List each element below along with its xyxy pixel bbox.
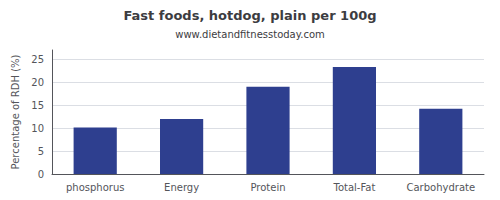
svg-text:Fast foods, hotdog, plain per: Fast foods, hotdog, plain per 100g — [123, 8, 376, 23]
svg-text:Percentage of RDH (%): Percentage of RDH (%) — [10, 54, 21, 169]
svg-text:www.dietandfitnesstoday.com: www.dietandfitnesstoday.com — [175, 29, 324, 40]
svg-text:25: 25 — [31, 54, 44, 65]
svg-text:Carbohydrate: Carbohydrate — [406, 182, 475, 193]
svg-text:Total-Fat: Total-Fat — [332, 182, 375, 193]
svg-text:10: 10 — [31, 123, 44, 134]
svg-text:15: 15 — [31, 100, 44, 111]
svg-text:20: 20 — [31, 77, 44, 88]
svg-text:0: 0 — [38, 169, 44, 180]
svg-text:Protein: Protein — [250, 182, 285, 193]
svg-text:5: 5 — [38, 146, 44, 157]
svg-text:phosphorus: phosphorus — [66, 182, 124, 193]
svg-text:Energy: Energy — [164, 182, 199, 193]
